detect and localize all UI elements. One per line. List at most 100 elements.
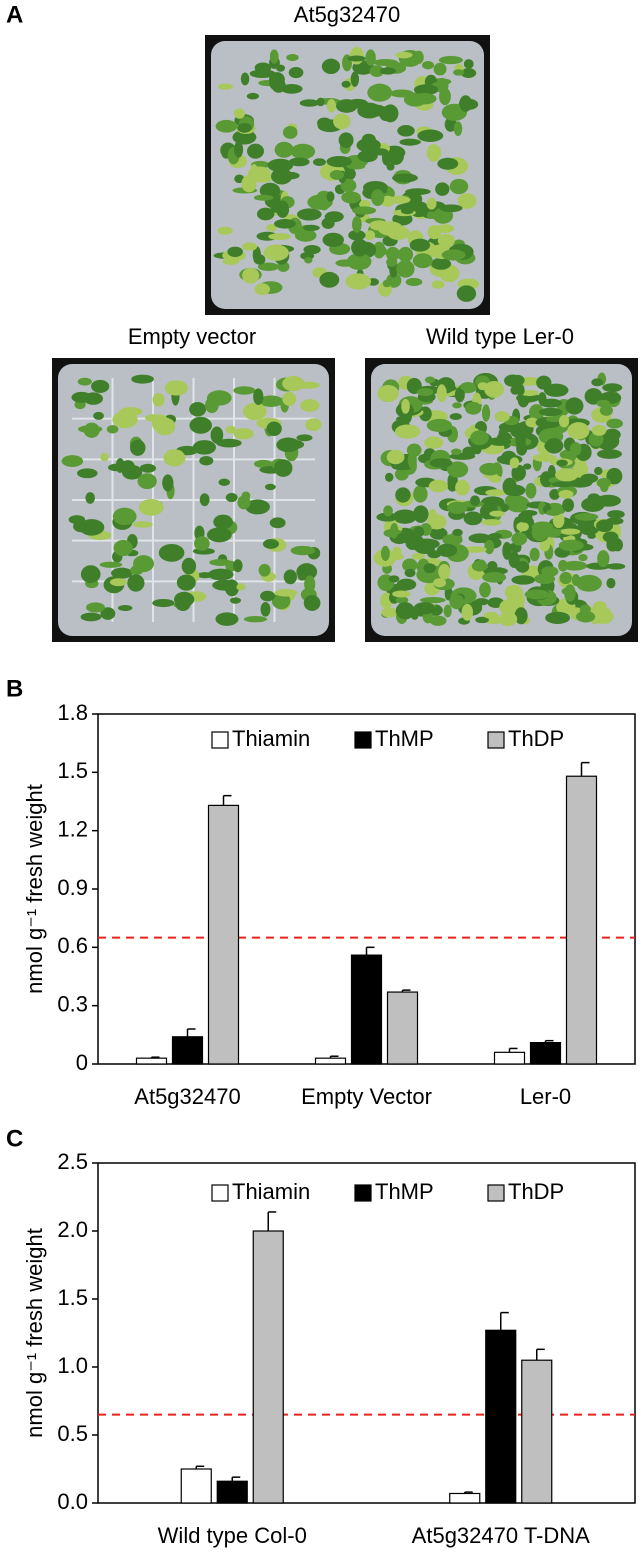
legend-label: ThDP	[508, 726, 564, 751]
leaf	[595, 519, 614, 533]
leaf	[454, 387, 465, 403]
leaf	[597, 449, 622, 459]
leaf	[484, 380, 505, 398]
legend-swatch	[354, 731, 372, 749]
leaf	[80, 565, 101, 584]
leaf	[242, 242, 258, 251]
leaf	[395, 487, 411, 503]
leaf	[276, 437, 301, 453]
leaf	[515, 561, 530, 573]
bar	[529, 1042, 562, 1065]
leaf	[237, 122, 252, 133]
leaf	[437, 233, 455, 247]
leaf	[517, 511, 533, 523]
leaf	[438, 564, 451, 580]
leaf	[304, 256, 313, 264]
bar	[350, 954, 383, 1065]
leaf	[539, 398, 563, 408]
y-tick-label: 1.2	[57, 816, 88, 841]
leaf	[61, 455, 84, 468]
leaf	[404, 568, 416, 578]
leaf	[260, 601, 271, 617]
leaf	[351, 216, 362, 233]
leaf	[461, 603, 474, 621]
leaf	[606, 467, 623, 485]
leaf	[357, 102, 382, 119]
leaf	[489, 510, 505, 517]
leaf	[442, 534, 463, 546]
leaf	[462, 446, 477, 457]
leaf	[234, 140, 244, 158]
leaf	[290, 143, 316, 160]
leaf	[85, 492, 95, 504]
leaf	[162, 474, 174, 492]
y-tick-label: 0	[76, 1050, 88, 1075]
y-tick-label: 1.8	[57, 700, 88, 725]
leaf	[470, 495, 480, 507]
leaf	[132, 521, 153, 528]
leaf	[316, 97, 325, 107]
leaf	[245, 499, 270, 515]
bar	[207, 804, 240, 1065]
leaf	[164, 380, 188, 396]
leaf	[380, 545, 390, 561]
leaf	[303, 244, 321, 255]
leaf	[502, 477, 517, 496]
leaf	[459, 95, 472, 112]
leaf	[271, 592, 291, 610]
leaf	[117, 605, 133, 612]
leaf	[409, 238, 431, 252]
leaf	[152, 598, 175, 608]
leaf	[369, 65, 385, 77]
leaf	[346, 253, 372, 271]
leaf	[591, 378, 604, 387]
leaf	[266, 421, 282, 436]
leaf	[382, 279, 392, 288]
leaf	[396, 260, 415, 278]
leaf	[348, 229, 366, 241]
leaf	[475, 616, 489, 624]
leaf	[233, 559, 243, 573]
leaf	[312, 158, 326, 167]
leaf	[295, 381, 320, 389]
leaf	[525, 482, 537, 499]
leaf	[397, 246, 414, 263]
leaf	[356, 138, 381, 153]
leaf	[606, 418, 624, 429]
leaf	[317, 117, 332, 129]
leaf	[381, 607, 398, 618]
y-tick-label: 0.5	[57, 1421, 88, 1446]
leaf	[401, 398, 410, 414]
bar	[565, 775, 598, 1065]
leaf	[199, 455, 214, 466]
leaf	[357, 150, 378, 163]
leaf	[397, 125, 415, 137]
leaf	[352, 206, 377, 215]
leaf	[511, 464, 526, 481]
leaf	[68, 515, 86, 525]
leaf	[341, 80, 351, 88]
y-tick-label: 0.6	[57, 933, 88, 958]
leaf	[612, 538, 623, 552]
leaf	[274, 219, 296, 229]
leaf	[488, 533, 503, 540]
leaf	[326, 191, 335, 203]
y-tick-label: 0.9	[57, 875, 88, 900]
leaf	[531, 523, 549, 542]
leaf	[561, 587, 571, 595]
leaf	[516, 441, 528, 456]
leaf	[558, 415, 570, 428]
leaf	[412, 253, 433, 269]
leaf	[385, 246, 400, 262]
panel-label: B	[6, 675, 23, 702]
leaf	[396, 531, 419, 543]
leaf	[487, 560, 498, 571]
leaf	[80, 612, 102, 622]
leaf	[365, 49, 376, 66]
leaf	[488, 437, 512, 446]
leaf	[247, 143, 264, 159]
bar	[252, 1230, 284, 1504]
leaf	[481, 519, 502, 526]
leaf	[405, 188, 431, 196]
leaf	[426, 197, 437, 210]
